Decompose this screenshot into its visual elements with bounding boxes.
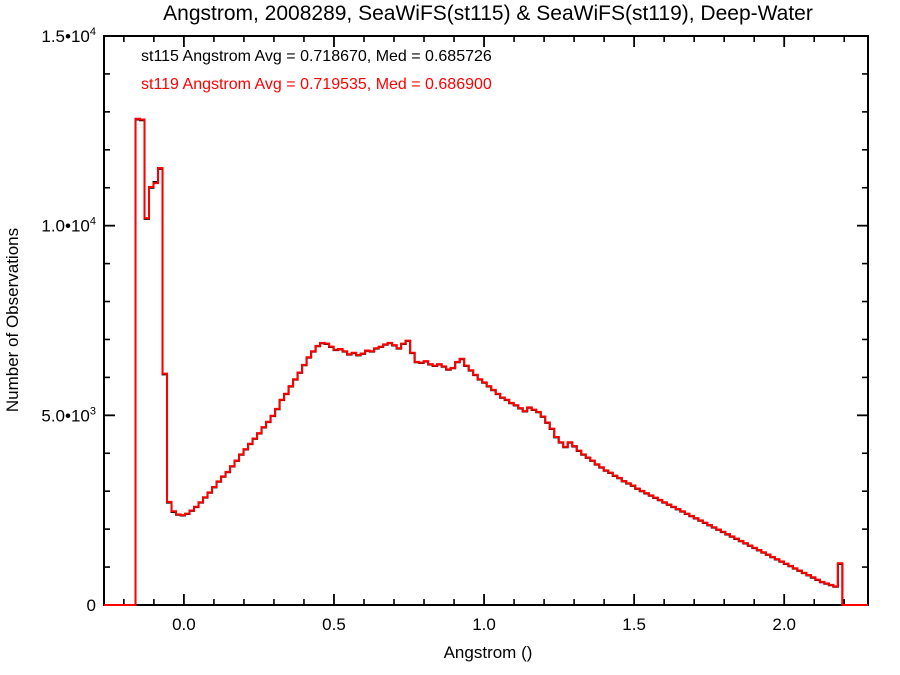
y-axis-tick-labels: 0 5.0•103 1.0•104 1.5•104 [41,26,96,615]
x-axis-ticks [123,36,846,605]
stats-annotation-2: st119 Angstrom Avg = 0.719535, Med = 0.6… [141,76,492,93]
y-tick-label: 5.0•103 [41,405,96,425]
y-tick-label: 1.0•104 [41,216,96,236]
x-tick-label: 0.0 [172,615,196,634]
x-tick-label: 0.5 [322,615,346,634]
x-axis-tick-labels: 0.0 0.5 1.0 1.5 2.0 [172,615,796,634]
series-line-st119 [104,117,868,606]
x-tick-label: 2.0 [772,615,796,634]
x-tick-label: 1.5 [622,615,646,634]
x-tick-label: 1.0 [472,615,496,634]
chart-title: Angstrom, 2008289, SeaWiFS(st115) & SeaW… [163,2,813,25]
data-series-layer [104,117,868,606]
y-tick-label: 0 [87,596,96,615]
y-axis-label: Number of Observations [3,228,22,412]
annotation-layer: st115 Angstrom Avg = 0.718670, Med = 0.6… [141,48,492,93]
axis-frame [103,35,869,606]
x-axis-label: Angstrom () [444,643,533,662]
stats-annotation-1: st115 Angstrom Avg = 0.718670, Med = 0.6… [141,48,492,65]
y-tick-label: 1.5•104 [41,26,96,46]
